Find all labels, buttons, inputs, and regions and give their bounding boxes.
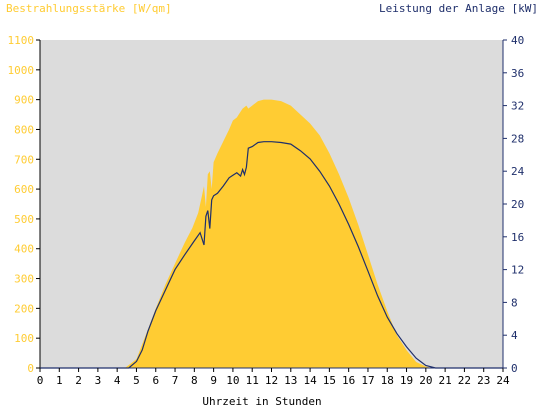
x-tick-label: 19 xyxy=(400,374,413,387)
x-tick-label: 6 xyxy=(152,374,159,387)
irradiance-area xyxy=(40,99,503,368)
x-tick-label: 14 xyxy=(303,374,317,387)
x-tick-label: 16 xyxy=(342,374,355,387)
x-tick-label: 10 xyxy=(226,374,239,387)
irradiance-area-layer xyxy=(40,99,503,368)
x-tick-label: 1 xyxy=(56,374,63,387)
left-tick-label: 400 xyxy=(14,243,34,256)
x-tick-label: 9 xyxy=(210,374,217,387)
x-tick-label: 22 xyxy=(458,374,471,387)
right-tick-label: 24 xyxy=(511,165,525,178)
x-tick-label: 2 xyxy=(75,374,82,387)
right-tick-label: 12 xyxy=(511,264,524,277)
x-tick-label: 8 xyxy=(191,374,198,387)
left-tick-label: 500 xyxy=(14,213,34,226)
x-tick-label: 7 xyxy=(172,374,179,387)
right-tick-label: 32 xyxy=(511,100,524,113)
right-tick-label: 8 xyxy=(511,296,518,309)
x-axis-title: Uhrzeit in Stunden xyxy=(202,395,321,408)
power-line-layer xyxy=(40,141,503,369)
axes-layer: 0 1 2 3 4 5 6 7 8 9 10 11 12 13 14 15 16 17 18 19 20 21 22 23 24… xyxy=(8,34,525,387)
x-tick-label: 12 xyxy=(265,374,278,387)
x-tick-label: 3 xyxy=(95,374,102,387)
right-tick-label: 0 xyxy=(511,362,518,375)
left-tick-label: 100 xyxy=(14,332,34,345)
left-tick-label: 900 xyxy=(14,94,34,107)
right-tick-label: 20 xyxy=(511,198,524,211)
x-tick-label: 11 xyxy=(246,374,259,387)
right-axis-title: Leistung der Anlage [kW] xyxy=(379,2,538,15)
x-tick-label: 18 xyxy=(381,374,394,387)
left-tick-label: 0 xyxy=(27,362,34,375)
x-tick-label: 24 xyxy=(496,374,510,387)
left-tick-label: 1100 xyxy=(8,34,35,47)
right-tick-label: 40 xyxy=(511,34,524,47)
x-tick-label: 5 xyxy=(133,374,140,387)
left-axis-title: Bestrahlungsstärke [W/qm] xyxy=(6,2,172,15)
x-tick-label: 15 xyxy=(323,374,336,387)
left-tick-label: 800 xyxy=(14,123,34,136)
right-tick-label: 36 xyxy=(511,67,524,80)
x-tick-label: 23 xyxy=(477,374,490,387)
left-tick-label: 600 xyxy=(14,183,34,196)
left-tick-label: 700 xyxy=(14,153,34,166)
left-tick-label: 200 xyxy=(14,302,34,315)
left-tick-label: 300 xyxy=(14,273,34,286)
x-tick-label: 4 xyxy=(114,374,121,387)
x-tick-label: 13 xyxy=(284,374,297,387)
x-tick-label: 17 xyxy=(361,374,374,387)
x-tick-label: 21 xyxy=(439,374,452,387)
right-tick-label: 16 xyxy=(511,231,524,244)
x-tick-label: 0 xyxy=(37,374,44,387)
power-line xyxy=(40,141,503,369)
x-tick-label: 20 xyxy=(419,374,432,387)
right-tick-label: 28 xyxy=(511,132,524,145)
right-tick-label: 4 xyxy=(511,329,518,342)
left-tick-label: 1000 xyxy=(8,64,35,77)
